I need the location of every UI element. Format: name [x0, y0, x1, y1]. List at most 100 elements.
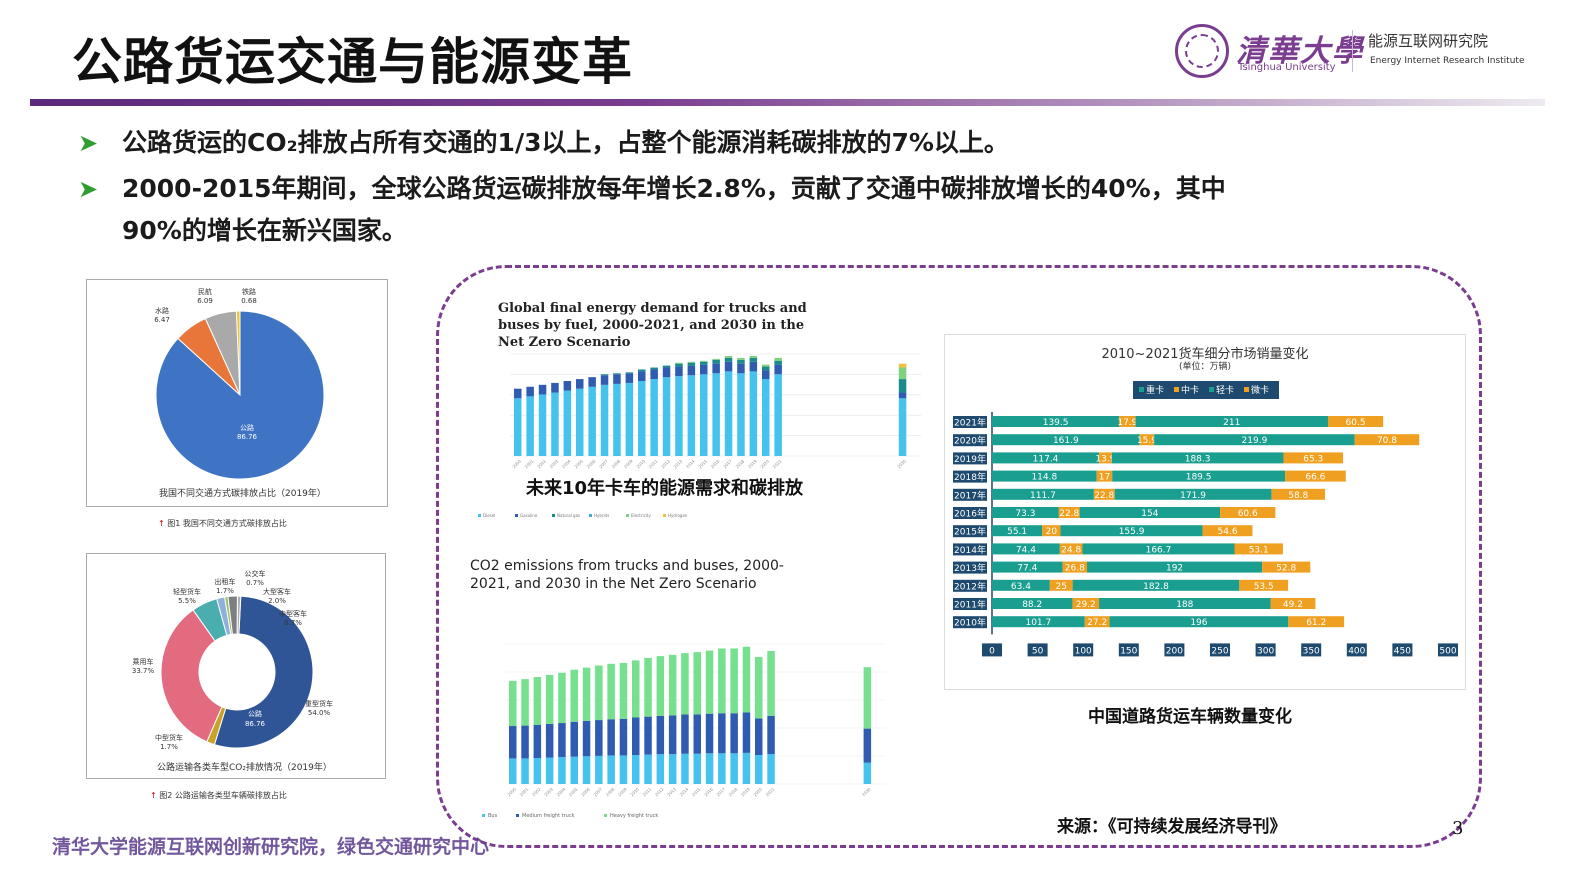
bar-value-label: 53.1	[1249, 545, 1269, 555]
bullet-1-text: 公路货运的CO₂排放占所有交通的1/3以上，占整个能源消耗碳排放的7%以上。	[122, 128, 1009, 157]
x-tick-label: 2002	[531, 786, 542, 797]
donut-label-name: 出租车	[215, 577, 236, 586]
bar-segment	[662, 365, 671, 368]
bar-segment	[737, 359, 745, 364]
bar-segment	[526, 386, 534, 397]
donut-label-name: 轻型货车	[173, 587, 201, 596]
bar-segment	[749, 356, 758, 358]
bar-segment	[898, 392, 907, 399]
x-tick-label: 150	[1120, 646, 1137, 656]
category-label-bg	[953, 470, 987, 483]
bar-segment	[675, 376, 683, 456]
bar-segment	[545, 674, 554, 724]
bar-segment	[595, 665, 603, 721]
legend-label: 微卡	[1251, 384, 1269, 396]
x-tick-label: 2005	[573, 458, 584, 469]
category-label-bg	[953, 525, 987, 538]
bar-segment	[762, 366, 770, 371]
bar-segment	[737, 357, 745, 360]
x-tick-label: 2005	[568, 786, 579, 797]
category-label: 2014年	[954, 544, 986, 556]
bar-segment	[1111, 452, 1284, 464]
bar-value-label: 58.8	[1288, 491, 1308, 501]
bar-segment	[1062, 561, 1088, 573]
tsinghua-seal-icon	[1175, 24, 1229, 78]
x-tick-bg	[1438, 643, 1458, 657]
x-tick-label: 2000	[511, 458, 522, 469]
category-label-bg	[953, 452, 987, 465]
x-tick-label: 2003	[549, 458, 560, 469]
x-tick-label: 2007	[598, 458, 609, 469]
source-note: 来源：《可持续发展经济导刊》	[1057, 817, 1287, 837]
bar-segment	[558, 757, 566, 784]
bar-segment	[762, 379, 770, 456]
bar-segment	[774, 374, 782, 456]
x-tick-label: 2019	[747, 458, 758, 469]
bar-segment	[551, 392, 559, 456]
bar-value-label: 25	[1055, 582, 1066, 592]
bar-segment	[1112, 470, 1286, 482]
donut-caption: 公路运输各类车型CO₂排放情况（2019年）	[157, 763, 332, 773]
bar-segment	[1135, 416, 1328, 427]
bar-segment	[1099, 452, 1112, 464]
bar-segment	[730, 713, 738, 754]
bar-segment	[675, 366, 683, 377]
category-label: 2010年	[954, 617, 986, 629]
bar-segment	[762, 370, 770, 380]
donut-label-value: 1.7%	[160, 743, 178, 751]
bar-segment	[613, 374, 621, 384]
bar-segment	[898, 363, 907, 368]
bar-segment	[992, 598, 1073, 609]
bar-segment	[1072, 579, 1240, 591]
bar-segment	[742, 646, 751, 713]
legend-swatch	[515, 514, 518, 517]
donut-label-value: 2.0%	[268, 597, 286, 605]
x-tick-label: 0	[989, 646, 995, 656]
bar-segment	[514, 388, 522, 399]
legend-swatch	[626, 514, 629, 517]
institute-name-cn: 能源互联网研究院	[1368, 32, 1489, 50]
energy-chart: 2000 2001 2002 2003 2004 2005 2006 2007 2008 2009…	[478, 353, 922, 518]
sales-chart-unit: (单位：万辆)	[1178, 362, 1232, 372]
bar-segment	[576, 388, 584, 456]
x-tick-label: 2017	[722, 458, 733, 469]
bar-segment	[863, 728, 872, 763]
bar-value-label: 101.7	[1025, 618, 1051, 628]
bar-segment	[656, 656, 665, 716]
bar-segment	[675, 362, 683, 364]
bar-segment	[712, 373, 720, 456]
bar-segment	[632, 717, 640, 756]
bar-value-label: 188.3	[1185, 454, 1211, 464]
bar-segment	[749, 361, 758, 372]
bar-value-label: 111.7	[1030, 491, 1056, 501]
co2-chart-title: CO2 emissions from trucks and buses, 200…	[470, 558, 784, 592]
arrow-bullet-icon: ➤	[78, 129, 99, 157]
bar-segment	[1202, 525, 1253, 537]
bar-value-label: 88.2	[1022, 600, 1042, 610]
bar-segment	[533, 757, 542, 784]
bar-segment	[644, 657, 652, 717]
bar-value-label: 60.5	[1346, 418, 1366, 428]
category-label-bg	[953, 434, 987, 447]
bar-segment	[755, 656, 763, 719]
x-tick-label: 2015	[691, 786, 702, 797]
bar-value-label: 211	[1223, 418, 1240, 428]
x-tick-label: 2000	[506, 786, 517, 797]
sales-chart-title: 2010~2021货车细分市场销量变化	[1101, 347, 1309, 362]
donut-label-name: 公交车	[245, 569, 266, 578]
x-tick-label: 2030	[861, 786, 872, 797]
x-tick-label: 450	[1394, 646, 1411, 656]
x-tick-label: 2011	[648, 458, 659, 469]
bar-segment	[1139, 434, 1155, 446]
bar-segment	[588, 386, 596, 456]
category-label: 2012年	[954, 580, 986, 592]
bar-segment	[863, 667, 872, 729]
x-tick-bg	[1073, 643, 1094, 657]
pie-label-value: 0.68	[241, 297, 257, 305]
bar-segment	[533, 677, 542, 725]
x-tick-bg	[1255, 643, 1276, 657]
category-label: 2018年	[954, 471, 986, 483]
bar-segment	[992, 452, 1100, 464]
x-tick-label: 2001	[524, 458, 535, 469]
